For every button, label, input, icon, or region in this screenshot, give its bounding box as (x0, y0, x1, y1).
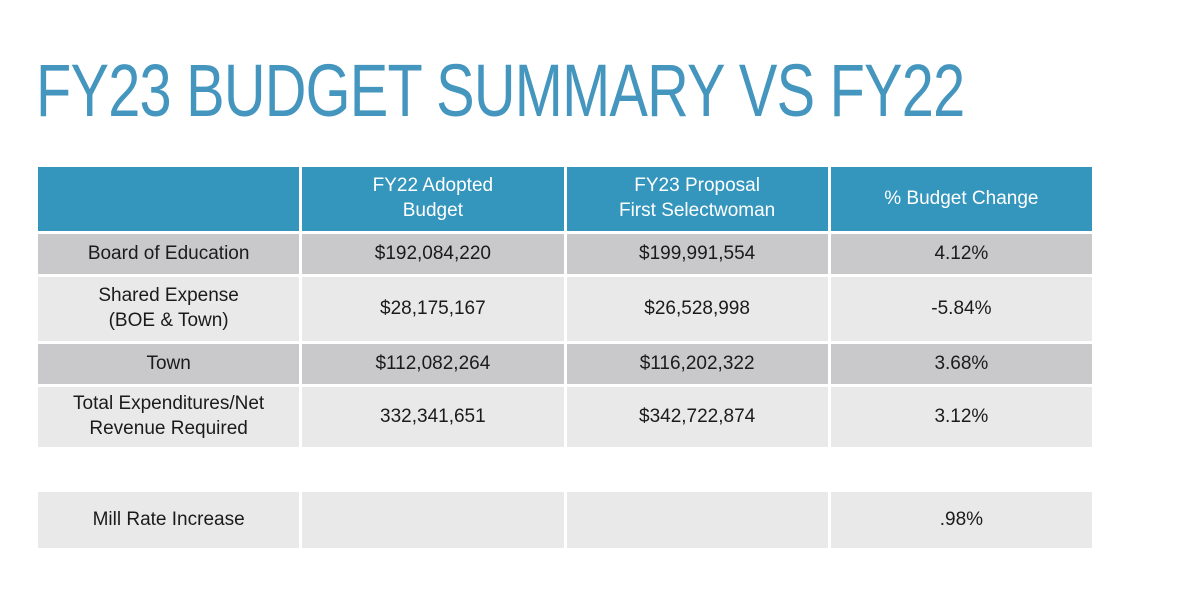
page-title: FY23 BUDGET SUMMARY VS FY22 (36, 49, 965, 132)
cell-total-expenditures-fy23: $342,722,874 (566, 387, 828, 447)
cell-town-change: 3.68% (830, 344, 1092, 384)
cell-town-fy23: $116,202,322 (566, 344, 828, 384)
header-cell-fy23-proposal: FY23 Proposal First Selectwoman (566, 167, 828, 231)
header-cell-percent-budget-change: % Budget Change (830, 167, 1092, 231)
mill-rate-table: Mill Rate Increase .98% (38, 492, 1092, 548)
cell-town-fy22: $112,082,264 (302, 344, 564, 384)
header-cell-fy22-adopted-budget: FY22 Adopted Budget (302, 167, 564, 231)
cell-total-expenditures-change: 3.12% (830, 387, 1092, 447)
cell-mill-rate-fy22 (302, 492, 564, 548)
row-label-shared-expense: Shared Expense (BOE & Town) (38, 277, 300, 341)
cell-total-expenditures-fy22: 332,341,651 (302, 387, 564, 447)
row-label-town: Town (38, 344, 300, 384)
row-label-board-of-education: Board of Education (38, 234, 300, 274)
cell-board-of-education-fy22: $192,084,220 (302, 234, 564, 274)
budget-table: FY22 Adopted Budget FY23 Proposal First … (38, 167, 1092, 447)
cell-shared-expense-fy22: $28,175,167 (302, 277, 564, 341)
cell-board-of-education-change: 4.12% (830, 234, 1092, 274)
row-label-total-expenditures: Total Expenditures/Net Revenue Required (38, 387, 300, 447)
cell-mill-rate-fy23 (566, 492, 828, 548)
row-label-mill-rate-increase: Mill Rate Increase (38, 492, 300, 548)
header-cell-blank (38, 167, 300, 231)
cell-mill-rate-change: .98% (830, 492, 1092, 548)
cell-shared-expense-change: -5.84% (830, 277, 1092, 341)
cell-board-of-education-fy23: $199,991,554 (566, 234, 828, 274)
cell-shared-expense-fy23: $26,528,998 (566, 277, 828, 341)
